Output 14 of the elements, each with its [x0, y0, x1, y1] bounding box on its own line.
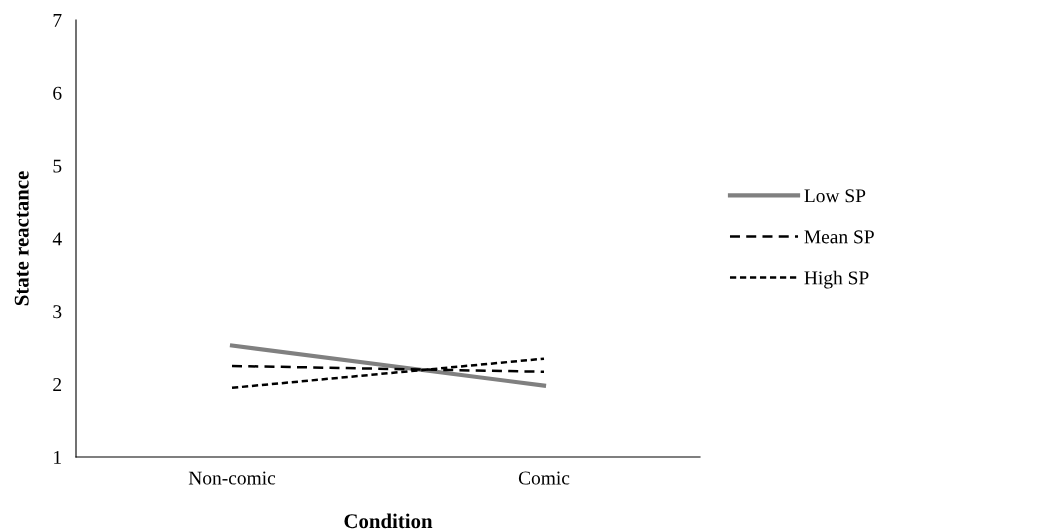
y-tick-label: 3 [53, 305, 62, 319]
y-axis-title: State reactance [14, 171, 29, 306]
legend-label: Low SP [804, 189, 866, 203]
x-tick-label: Comic [518, 471, 570, 485]
x-axis-title: Condition [344, 513, 433, 529]
y-tick-label: 2 [53, 378, 62, 391]
y-tick-label: 1 [54, 450, 61, 464]
y-tick-label: 6 [53, 86, 62, 100]
legend-label: Mean SP [804, 230, 874, 244]
y-tick-label: 4 [52, 232, 62, 246]
legend-label: High SP [804, 270, 869, 289]
x-tick-label: Non-comic [188, 471, 276, 485]
y-tick-label: 5 [53, 159, 62, 173]
y-tick-label: 7 [53, 14, 62, 27]
